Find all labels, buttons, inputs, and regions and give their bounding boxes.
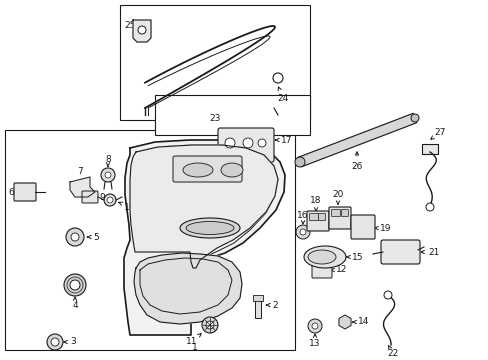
Text: 12: 12 (330, 266, 347, 274)
Circle shape (272, 73, 283, 83)
FancyBboxPatch shape (309, 213, 318, 220)
Circle shape (299, 229, 305, 235)
Polygon shape (70, 177, 95, 197)
Text: 17: 17 (275, 135, 292, 144)
Bar (5, 130, 294, 350)
FancyBboxPatch shape (331, 210, 340, 216)
Polygon shape (134, 253, 242, 324)
Text: 2: 2 (266, 301, 277, 310)
FancyBboxPatch shape (318, 213, 325, 220)
Circle shape (205, 321, 214, 329)
Circle shape (383, 291, 391, 299)
Circle shape (51, 338, 59, 346)
Circle shape (311, 323, 317, 329)
FancyBboxPatch shape (82, 191, 98, 203)
Text: 6: 6 (8, 188, 21, 197)
Text: 4: 4 (72, 297, 78, 310)
Circle shape (295, 225, 309, 239)
Polygon shape (298, 113, 416, 167)
Text: 8: 8 (105, 154, 111, 166)
Text: 15: 15 (346, 252, 363, 261)
Circle shape (107, 197, 113, 203)
Circle shape (70, 280, 80, 290)
Text: 16: 16 (297, 211, 308, 224)
Text: 1: 1 (192, 343, 198, 352)
Circle shape (71, 233, 79, 241)
Text: 24: 24 (277, 87, 288, 103)
Bar (254, 300, 261, 318)
Circle shape (64, 274, 86, 296)
Text: 19: 19 (374, 224, 391, 233)
Text: 22: 22 (386, 346, 398, 357)
Ellipse shape (304, 246, 346, 268)
Text: 5: 5 (87, 233, 99, 242)
Text: 26: 26 (350, 152, 362, 171)
Text: 18: 18 (309, 195, 321, 211)
Circle shape (138, 26, 146, 34)
FancyBboxPatch shape (14, 183, 36, 201)
Text: 7: 7 (77, 166, 82, 183)
Ellipse shape (410, 114, 418, 122)
Circle shape (202, 317, 218, 333)
Polygon shape (133, 20, 151, 42)
Bar (252, 295, 263, 301)
Bar (120, 5, 309, 120)
Text: 23: 23 (209, 113, 220, 122)
Text: 11: 11 (186, 334, 201, 346)
Bar (155, 95, 309, 135)
FancyBboxPatch shape (218, 128, 273, 162)
Ellipse shape (307, 250, 335, 264)
FancyBboxPatch shape (173, 156, 242, 182)
Text: 10: 10 (119, 202, 136, 212)
Ellipse shape (185, 221, 234, 234)
Circle shape (66, 228, 84, 246)
Circle shape (224, 138, 235, 148)
Circle shape (47, 334, 63, 350)
Circle shape (258, 139, 265, 147)
Text: 25: 25 (124, 21, 141, 30)
FancyBboxPatch shape (306, 211, 328, 231)
FancyBboxPatch shape (380, 240, 419, 264)
Text: 9: 9 (93, 193, 104, 202)
Ellipse shape (221, 163, 243, 177)
FancyBboxPatch shape (350, 215, 374, 239)
Text: 3: 3 (64, 338, 76, 346)
Text: 20: 20 (332, 189, 343, 204)
Circle shape (101, 168, 115, 182)
FancyBboxPatch shape (341, 210, 348, 216)
Circle shape (104, 194, 116, 206)
FancyBboxPatch shape (328, 207, 350, 229)
Ellipse shape (180, 218, 240, 238)
Ellipse shape (294, 157, 305, 167)
Text: 13: 13 (308, 334, 320, 347)
Text: 21: 21 (420, 248, 439, 257)
Circle shape (425, 203, 433, 211)
Polygon shape (124, 140, 285, 335)
Polygon shape (130, 145, 278, 268)
Text: 27: 27 (430, 127, 445, 139)
Ellipse shape (183, 163, 213, 177)
Circle shape (243, 138, 252, 148)
Text: 14: 14 (352, 318, 369, 327)
Bar (421, 144, 437, 154)
Circle shape (307, 319, 321, 333)
FancyBboxPatch shape (311, 262, 331, 278)
Circle shape (105, 172, 111, 178)
